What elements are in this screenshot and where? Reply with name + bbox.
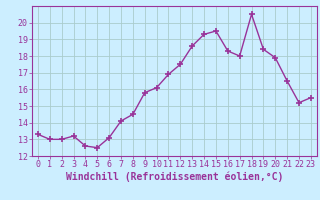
X-axis label: Windchill (Refroidissement éolien,°C): Windchill (Refroidissement éolien,°C) bbox=[66, 172, 283, 182]
